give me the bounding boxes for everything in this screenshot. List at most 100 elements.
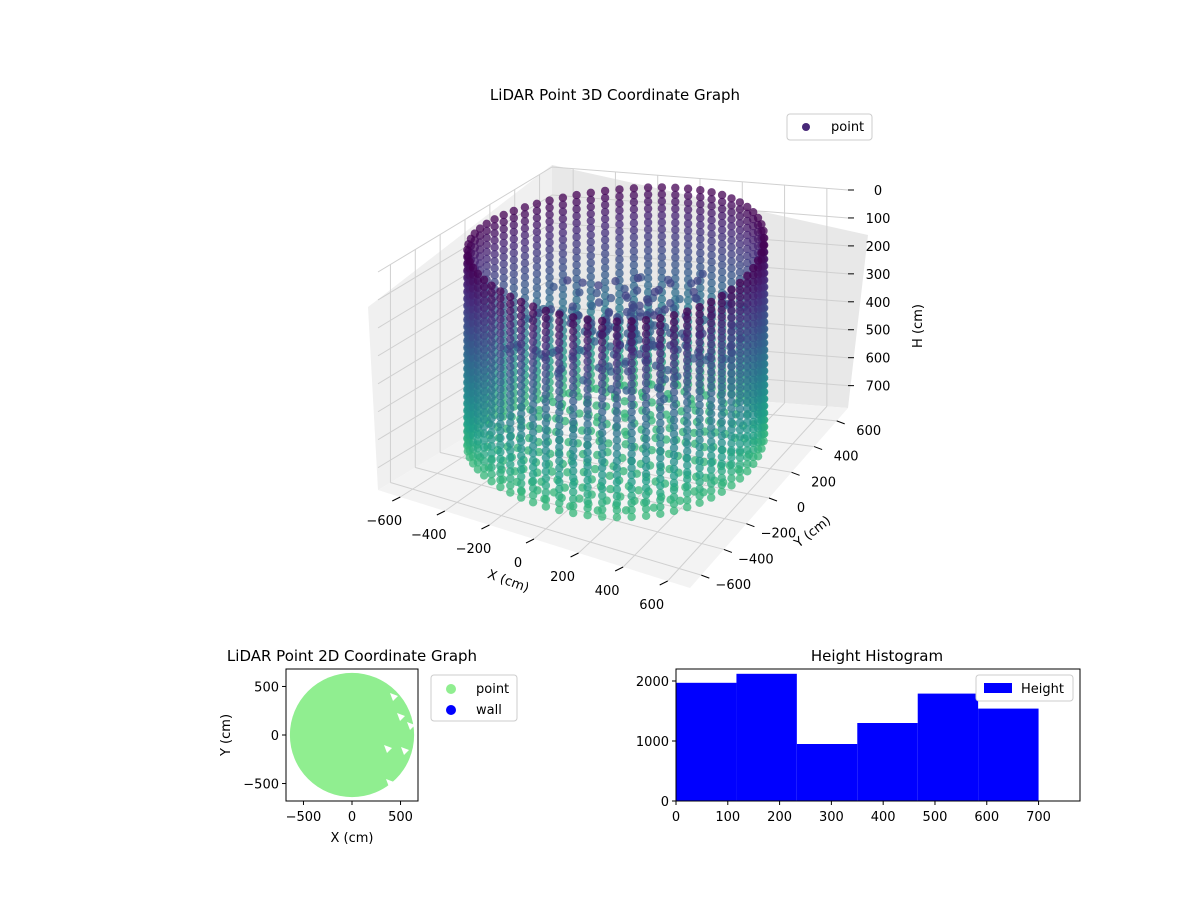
point-3d-278 [707,285,716,295]
point-3d-1699 [479,296,489,305]
point-3d-32 [657,204,667,213]
point-3d-1762 [695,477,704,486]
legend-3d-box [786,113,873,141]
point-3d-1786 [487,421,496,430]
point-3d-1603 [717,326,726,336]
point-3d-2004 [641,441,651,451]
point-3d-1678 [707,374,716,383]
point-3d-365 [558,263,568,272]
point-3d-1942 [656,418,665,428]
point-3d-2003 [641,434,651,444]
point-3d-34 [657,218,667,227]
point-3d-1963 [517,346,526,356]
point-3d-1676 [707,360,716,369]
point-3d-2082 [541,355,551,364]
point-3d-1844 [496,385,505,394]
point-3d-2119 [612,422,622,431]
point-3d-1804 [683,328,692,337]
point-3d-2088 [541,397,551,406]
point-3d-2108 [612,345,622,354]
point-3d-1764 [695,491,704,500]
point-3d-1295 [749,382,758,392]
point-3d-1703 [479,324,489,333]
point-3d-1994 [641,371,651,381]
point-3d-558 [520,252,530,261]
x-tick-3d-6 [659,580,668,586]
point-3d-1741 [695,330,704,340]
chart-2d-title: LiDAR Point 2D Coordinate Graph [227,647,477,665]
point-3d-872 [482,268,491,277]
point-3d-209 [696,220,705,230]
point-3d-12 [643,267,653,276]
point-3d-149 [683,212,693,221]
point-3d-1782 [487,393,496,402]
point-3d-326 [717,190,727,200]
point-3d-70 [629,267,639,277]
point-3d-2240 [583,455,592,464]
point-3d-401 [727,264,736,273]
point-3d-2123 [612,450,622,459]
point-3d-1949 [656,467,665,477]
point-3d-1868 [669,339,679,348]
point-3d-1824 [683,468,692,477]
y-tick-3d-3 [768,497,778,502]
point-3d-91 [671,211,680,220]
y-tick-labels-3d: −600 −400 −2000 200 400 600 [701,420,881,593]
point-3d-2127 [612,478,622,487]
point-3d-1689 [707,451,716,460]
point-3d-1769 [487,302,496,311]
histogram-bar-0 [676,682,737,801]
y-tick-label-3d-6: 600 [856,424,881,439]
point-3d-1363 [743,299,752,308]
point-3d-186 [600,270,610,279]
point-3d-1950 [656,474,665,484]
point-3d-2061 [627,421,636,431]
point-3d-1912 [506,418,515,427]
point-3d-1748 [695,379,704,389]
point-3d-39 [657,253,667,262]
point-3d-1854 [496,454,505,464]
histogram-bar-3 [857,723,918,801]
gap-2d-4 [401,747,409,755]
point-3d-1646 [473,402,483,411]
point-3d-398 [727,243,736,252]
point-3d-1285 [749,312,758,322]
point-3d-914 [760,233,769,243]
point-3d-1909 [506,397,515,406]
point-3d-1600 [717,305,726,315]
point-3d-184 [600,256,610,265]
point-3d-4 [643,211,653,220]
point-3d-1759 [695,456,704,466]
point-3d-2066 [627,456,636,466]
point-3d-1874 [669,381,679,390]
point-3d-1702 [479,317,489,326]
point-3d-1986 [641,316,651,325]
point-3d-1893 [649,503,659,512]
x-tick-3d-3 [525,538,535,544]
point-3d-1228 [606,342,615,351]
point-3d-2221 [583,322,592,331]
point-3d-1746 [695,365,704,375]
point-3d-1946 [656,446,665,456]
point-3d-1655 [473,465,483,474]
point-3d-2073 [627,505,636,515]
point-3d-660 [592,288,601,298]
point-3d-786 [490,264,499,273]
point-3d-555 [520,231,530,240]
y-tick-3d-6 [836,420,845,425]
point-3d-1654 [473,458,483,467]
point-3d-466 [735,268,745,277]
point-3d-2163 [598,323,607,333]
point-3d-1381 [743,425,752,434]
point-3d-551 [520,203,530,212]
point-3d-1458 [735,418,745,427]
point-3d-60 [629,198,639,207]
point-3d-2188 [598,498,607,507]
point-3d-1637 [473,339,483,348]
point-3d-869 [482,247,491,256]
point-3d-295 [572,204,581,214]
point-3d-1721 [479,450,489,459]
point-3d-2175 [598,407,607,416]
point-3d-658 [687,279,696,288]
point-3d-630 [509,255,518,265]
